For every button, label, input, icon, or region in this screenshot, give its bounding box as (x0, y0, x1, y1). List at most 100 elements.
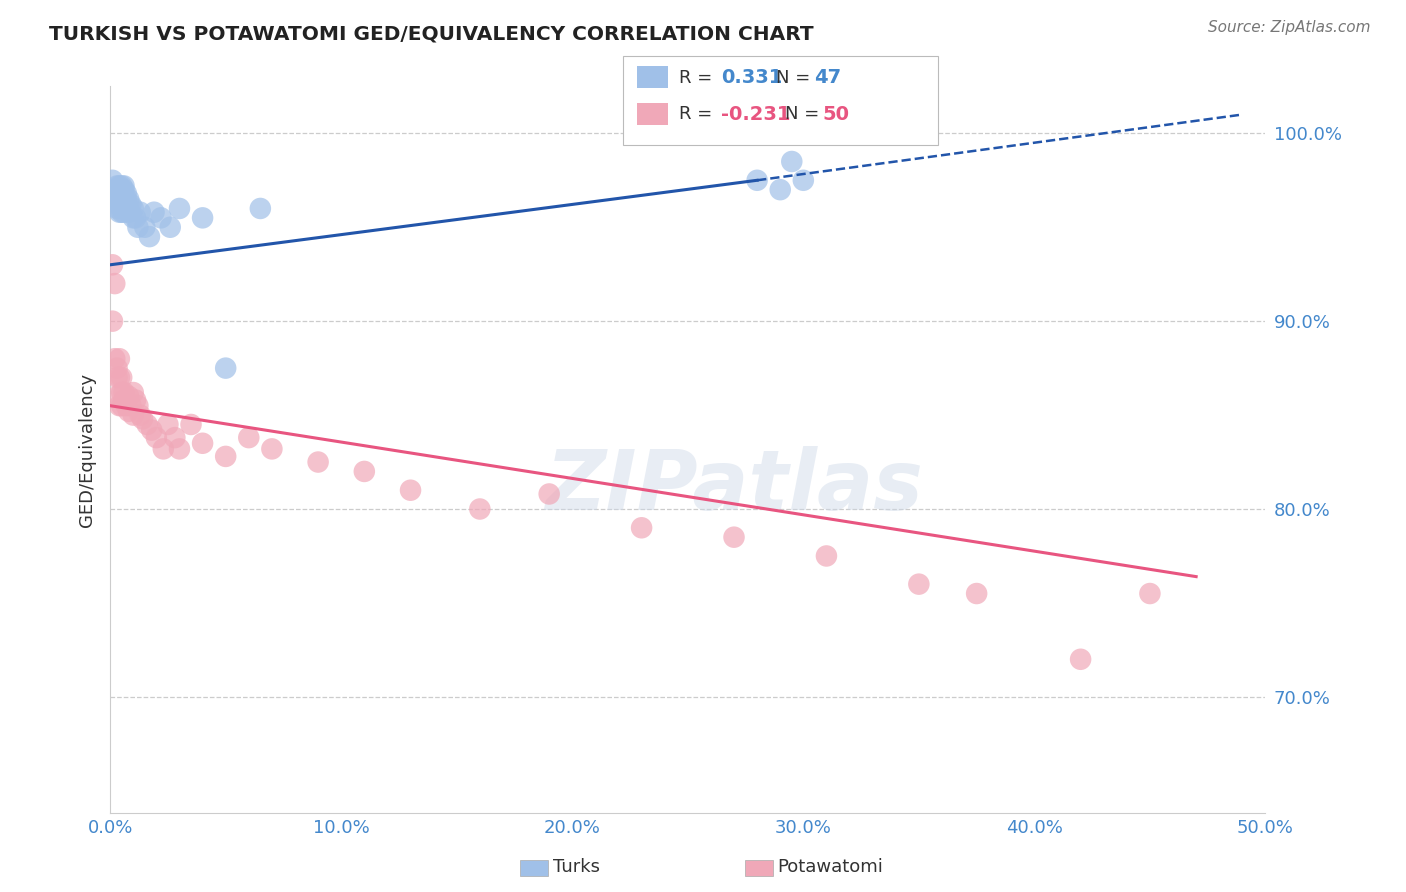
Point (112, 183, 135, 197)
Point (111, 385, 134, 400)
Point (117, 192, 139, 206)
Point (101, 258, 124, 272)
Text: 0.331: 0.331 (721, 68, 783, 87)
Y-axis label: GED/Equivalency: GED/Equivalency (79, 373, 96, 527)
Point (745, 173, 768, 187)
Text: 47: 47 (814, 68, 841, 87)
Text: Source: ZipAtlas.com: Source: ZipAtlas.com (1208, 20, 1371, 35)
Point (966, 586, 988, 600)
Point (122, 202, 145, 216)
Point (117, 205, 139, 219)
Point (120, 197, 142, 211)
Point (249, 202, 271, 216)
Point (129, 205, 152, 219)
Point (111, 370, 134, 384)
Point (101, 314, 124, 328)
Point (124, 392, 146, 407)
Point (104, 183, 127, 197)
Point (115, 392, 138, 407)
Point (136, 417, 159, 432)
Point (111, 186, 134, 201)
Point (111, 205, 134, 219)
Point (111, 178, 134, 193)
Point (169, 442, 191, 456)
Point (138, 229, 160, 244)
Point (108, 205, 131, 219)
Point (152, 442, 174, 456)
Point (238, 431, 260, 445)
Point (111, 192, 134, 206)
Point (215, 450, 238, 464)
Point (117, 202, 139, 216)
Point (105, 178, 128, 193)
Text: ZIPatlas: ZIPatlas (546, 446, 922, 526)
Point (108, 351, 131, 366)
Point (538, 487, 561, 501)
Point (108, 186, 131, 201)
Text: 50: 50 (823, 104, 849, 124)
Point (215, 361, 238, 376)
Point (1070, 652, 1092, 666)
Point (468, 502, 491, 516)
Text: Potawatomi: Potawatomi (778, 858, 883, 876)
Point (108, 370, 131, 384)
Point (108, 197, 131, 211)
Point (134, 220, 156, 235)
Point (723, 530, 745, 544)
Point (120, 399, 142, 413)
Point (141, 423, 163, 437)
Point (104, 351, 127, 366)
Point (143, 205, 166, 219)
Point (769, 183, 792, 197)
Text: N =: N = (785, 105, 824, 123)
Point (112, 385, 135, 400)
Point (353, 465, 375, 479)
Point (111, 202, 134, 216)
Point (115, 399, 138, 413)
Point (105, 186, 128, 201)
Point (260, 442, 283, 456)
Text: R =: R = (679, 105, 718, 123)
Point (156, 417, 179, 432)
Point (1139, 586, 1161, 600)
Point (112, 392, 135, 407)
Point (191, 211, 214, 225)
Point (105, 370, 128, 384)
Point (101, 173, 124, 187)
Point (111, 183, 134, 197)
Point (908, 577, 931, 591)
Point (104, 277, 127, 291)
Point (104, 192, 127, 206)
Point (131, 412, 153, 426)
Point (112, 178, 135, 193)
Point (159, 220, 181, 235)
Point (127, 220, 149, 235)
Point (150, 211, 173, 225)
Point (112, 202, 135, 216)
Point (630, 521, 652, 535)
Point (105, 361, 128, 376)
Point (117, 389, 139, 403)
Point (108, 178, 131, 193)
Point (815, 549, 838, 563)
Point (163, 431, 186, 445)
Text: R =: R = (679, 69, 718, 87)
Point (792, 173, 814, 187)
Point (112, 205, 135, 219)
Point (180, 417, 202, 432)
Point (169, 202, 191, 216)
Text: Turks: Turks (553, 858, 599, 876)
Point (129, 408, 152, 422)
Text: N =: N = (776, 69, 815, 87)
Point (145, 431, 167, 445)
Point (122, 408, 145, 422)
Point (124, 211, 146, 225)
Point (780, 154, 803, 169)
Point (127, 399, 149, 413)
Point (115, 186, 138, 201)
Point (112, 192, 135, 206)
Point (307, 455, 329, 469)
Point (105, 389, 128, 403)
Text: -0.231: -0.231 (721, 104, 790, 124)
Point (399, 483, 422, 498)
